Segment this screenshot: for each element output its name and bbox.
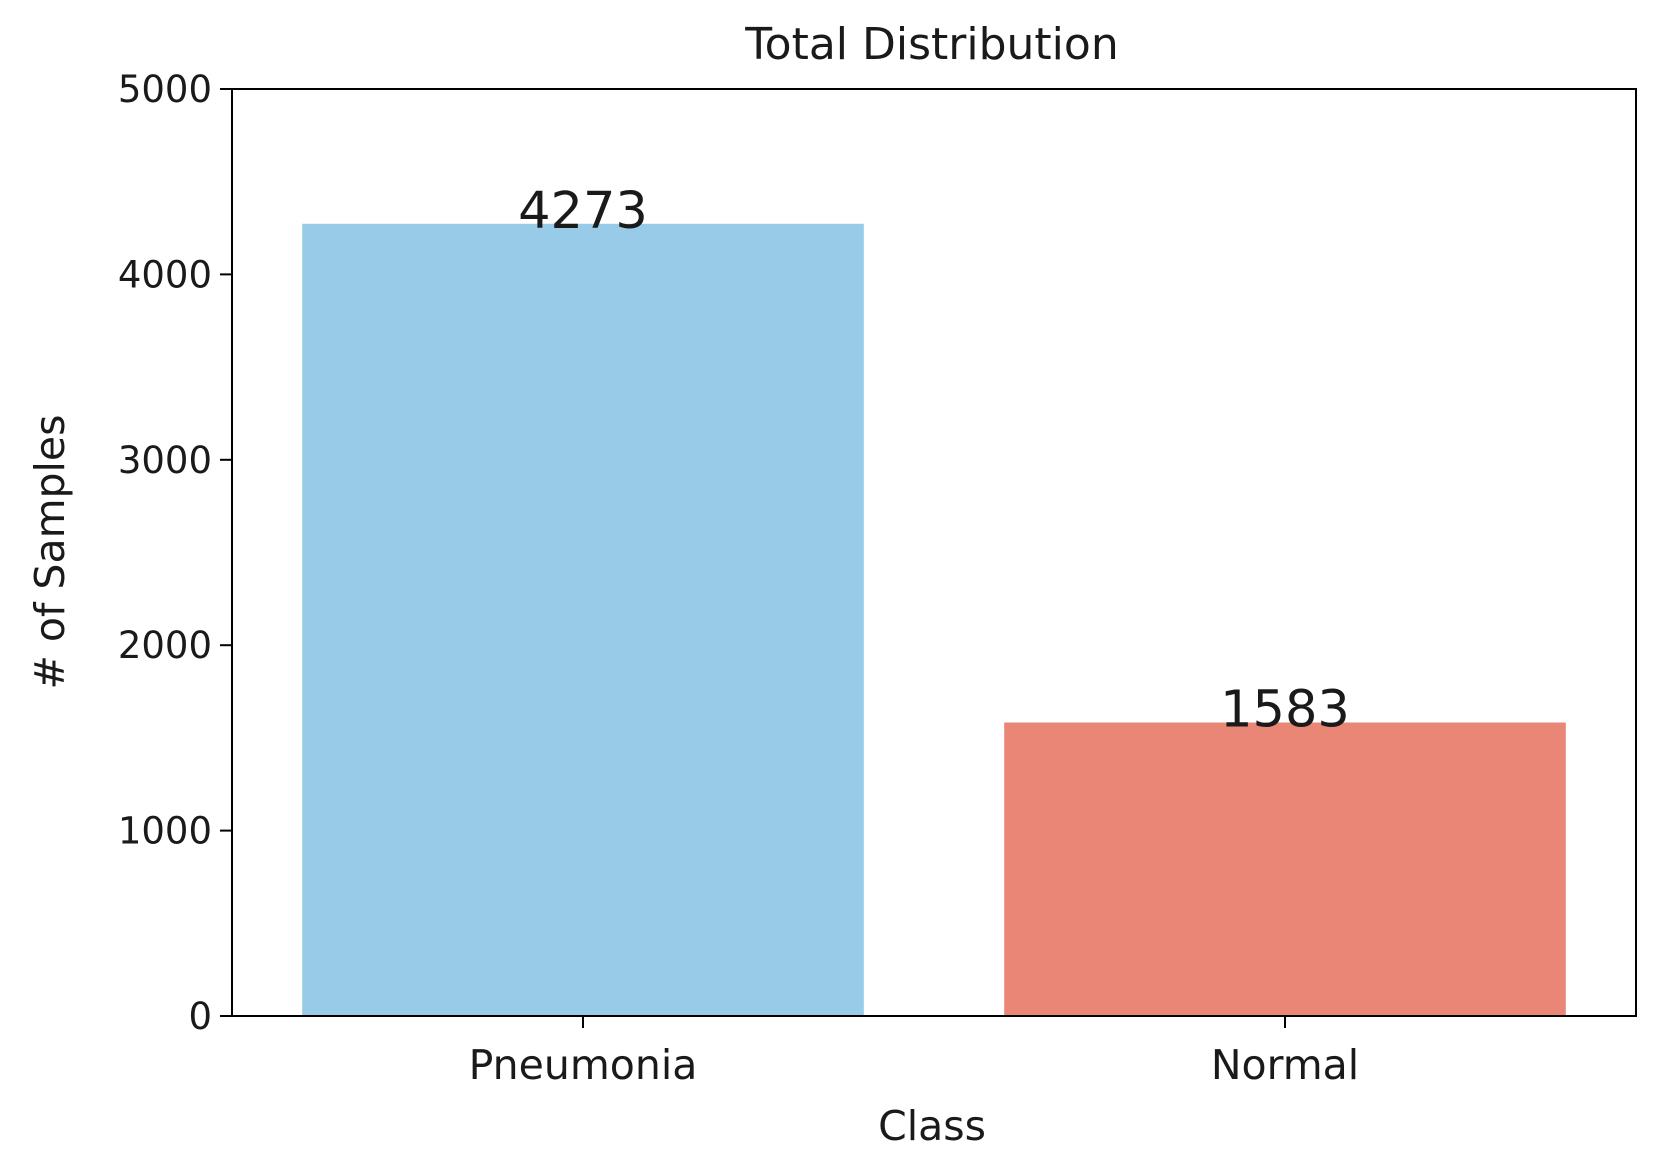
- x-tick-label-normal: Normal: [1211, 1041, 1359, 1089]
- y-tick-label: 3000: [118, 439, 212, 482]
- bar-normal: [1004, 722, 1566, 1016]
- x-axis-ticks: Pneumonia Normal: [469, 1016, 1359, 1089]
- data-labels-group: 4273 1583: [518, 182, 1350, 740]
- y-tick-label: 4000: [118, 253, 212, 296]
- y-axis-label: # of Samples: [26, 414, 74, 689]
- plot-area-frame: [231, 88, 1637, 1017]
- y-tick-label: 5000: [118, 68, 212, 111]
- data-label-pneumonia: 4273: [518, 182, 648, 241]
- chart-title: Total Distribution: [744, 19, 1118, 70]
- y-tick-label: 1000: [118, 810, 212, 853]
- x-axis-label: Class: [878, 1102, 986, 1150]
- bars-group: [302, 223, 1566, 1017]
- x-tick-label-pneumonia: Pneumonia: [469, 1041, 698, 1089]
- y-tick-label: 0: [188, 995, 212, 1038]
- bar-pneumonia: [302, 223, 864, 1017]
- data-label-normal: 1583: [1220, 681, 1350, 740]
- y-axis-ticks: 0 1000 2000 3000 4000 5000: [118, 68, 232, 1038]
- y-tick-label: 2000: [118, 624, 212, 667]
